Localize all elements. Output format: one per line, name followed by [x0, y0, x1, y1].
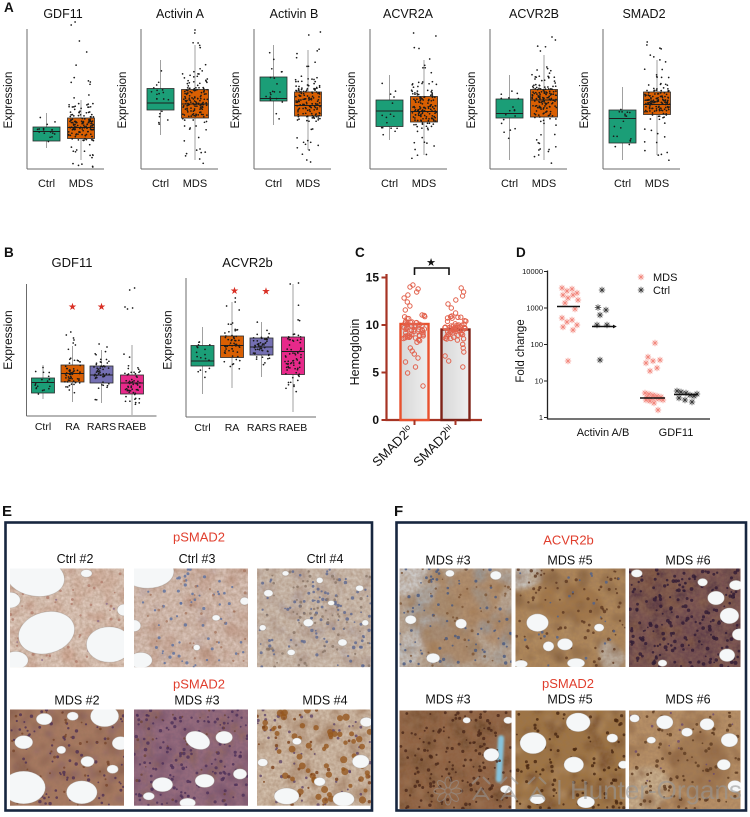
svg-text:★: ★ [230, 286, 239, 297]
svg-text:MDS #3: MDS #3 [425, 693, 470, 707]
svg-text:Expression: Expression [230, 72, 242, 129]
svg-text:MDS #3: MDS #3 [425, 554, 470, 568]
svg-text:Ctrl: Ctrl [152, 178, 169, 190]
svg-text:E: E [2, 503, 12, 520]
svg-text:MDS #3: MDS #3 [174, 694, 219, 708]
svg-text:1: 1 [539, 413, 543, 422]
svg-text:MDS #6: MDS #6 [665, 693, 710, 707]
svg-text:Ctrl: Ctrl [38, 178, 55, 190]
svg-text:Expression: Expression [117, 72, 129, 129]
svg-text:Ctrl: Ctrl [265, 178, 282, 190]
svg-text:GDF11: GDF11 [659, 427, 694, 439]
svg-text:MDS: MDS [69, 178, 93, 190]
svg-text:RA: RA [65, 421, 80, 433]
svg-text:MDS #6: MDS #6 [665, 554, 710, 568]
svg-text:0: 0 [372, 413, 379, 427]
svg-text:MDS: MDS [296, 178, 320, 190]
svg-text:10: 10 [535, 377, 543, 386]
svg-text:ACVR2b: ACVR2b [543, 533, 594, 548]
svg-text:Fold change: Fold change [515, 319, 527, 382]
svg-text:SMAD2: SMAD2 [622, 7, 665, 21]
svg-text:RA: RA [225, 422, 240, 434]
svg-text:10000: 10000 [522, 267, 543, 276]
svg-text:GDF11: GDF11 [52, 255, 93, 270]
svg-text:RAEB: RAEB [279, 422, 308, 434]
svg-text:MDS #5: MDS #5 [547, 554, 592, 568]
svg-text:MDS #4: MDS #4 [302, 694, 347, 708]
svg-text:Expression: Expression [579, 72, 591, 129]
svg-text:SMAD2lo: SMAD2lo [369, 422, 417, 470]
svg-text:Expression: Expression [3, 72, 15, 129]
svg-text:RARS: RARS [247, 422, 276, 434]
svg-text:100: 100 [530, 340, 543, 349]
svg-text:Activin A: Activin A [156, 7, 205, 21]
svg-text:RARS: RARS [87, 421, 116, 433]
svg-text:Ctrl: Ctrl [614, 178, 631, 190]
svg-text:1000: 1000 [526, 304, 543, 313]
svg-text:Expression: Expression [1, 310, 15, 369]
svg-text:Expression: Expression [466, 72, 478, 129]
svg-text:Ctrl #3: Ctrl #3 [179, 552, 216, 566]
svg-text:Expression: Expression [346, 72, 358, 129]
svg-text:SMAD2hi: SMAD2hi [410, 422, 457, 469]
svg-text:Ctrl: Ctrl [194, 422, 210, 434]
svg-text:MDS #2: MDS #2 [54, 694, 99, 708]
svg-text:pSMAD2: pSMAD2 [542, 676, 594, 691]
svg-text:GDF11: GDF11 [43, 7, 82, 21]
svg-text:Ctrl #2: Ctrl #2 [57, 552, 94, 566]
svg-text:★: ★ [262, 287, 271, 298]
svg-text:MDS #5: MDS #5 [547, 693, 592, 707]
svg-text:ACVR2B: ACVR2B [509, 7, 559, 21]
svg-text:ACVR2b: ACVR2b [222, 255, 273, 270]
svg-text:Ctrl #4: Ctrl #4 [307, 552, 344, 566]
svg-text:MDS: MDS [653, 272, 677, 284]
svg-text:Activin A/B: Activin A/B [577, 427, 630, 439]
svg-text:15: 15 [366, 271, 380, 285]
svg-text:Ctrl: Ctrl [653, 285, 670, 297]
svg-text:MDS: MDS [645, 178, 669, 190]
svg-text:ACVR2A: ACVR2A [383, 7, 434, 21]
svg-text:★: ★ [426, 257, 436, 269]
svg-text:RAEB: RAEB [118, 421, 147, 433]
svg-text:Hemoglobin: Hemoglobin [350, 319, 362, 386]
svg-text:Activin B: Activin B [270, 7, 319, 21]
svg-text:5: 5 [372, 366, 379, 380]
svg-text:pSMAD2: pSMAD2 [173, 530, 225, 545]
svg-text:F: F [394, 503, 403, 520]
svg-text:Expression: Expression [161, 310, 175, 369]
svg-text:★: ★ [68, 302, 77, 313]
svg-text:Ctrl: Ctrl [381, 178, 398, 190]
svg-text:| Hunter-Organs: | Hunter-Organs [556, 775, 742, 805]
svg-text:Ctrl: Ctrl [501, 178, 518, 190]
svg-text:pSMAD2: pSMAD2 [173, 677, 225, 692]
svg-text:MDS: MDS [532, 178, 556, 190]
svg-text:Ctrl: Ctrl [35, 421, 51, 433]
svg-text:10: 10 [366, 318, 380, 332]
svg-text:★: ★ [97, 302, 106, 313]
svg-text:MDS: MDS [412, 178, 436, 190]
svg-text:MDS: MDS [183, 178, 207, 190]
